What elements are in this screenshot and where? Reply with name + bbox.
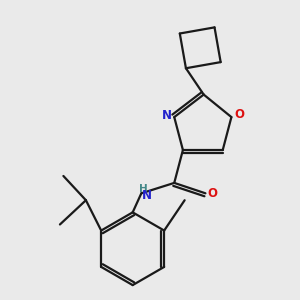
Text: H: H: [139, 184, 147, 194]
Text: O: O: [234, 108, 244, 121]
Text: N: N: [162, 109, 172, 122]
Text: O: O: [207, 187, 218, 200]
Text: N: N: [142, 188, 152, 202]
